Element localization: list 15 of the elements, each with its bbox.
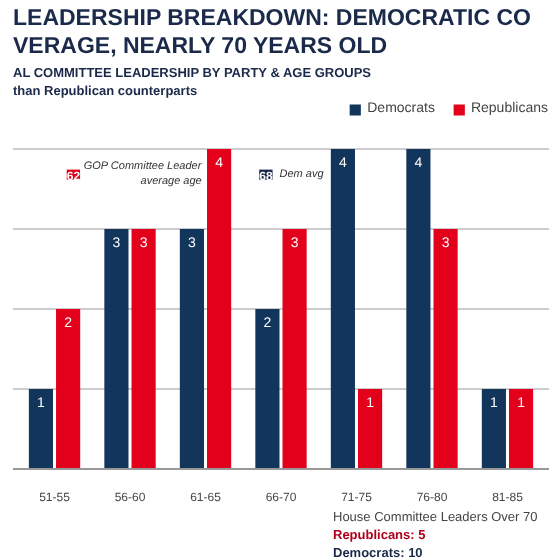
bar [56,309,81,469]
bar [255,309,280,469]
bar [282,229,307,469]
bar [330,149,355,469]
bar [179,229,204,469]
bar [406,149,431,469]
bar [207,149,232,469]
chart-title: LEADERSHIP BREAKDOWN: DEMOCRATIC CO VERAGE, NEARLY 70 YEARS OLD [13,7,532,59]
bar [358,389,383,469]
bar [433,229,458,469]
bar [481,389,506,469]
bar [508,389,534,469]
bar [28,389,54,469]
bar [131,229,156,469]
bar [104,229,129,469]
